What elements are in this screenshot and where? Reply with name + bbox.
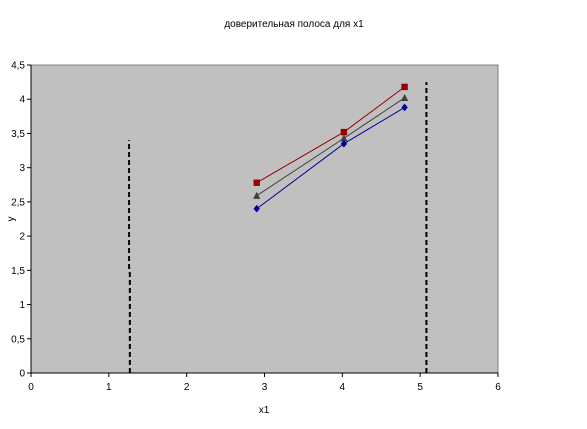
y-axis-title: y (6, 217, 17, 222)
confidence-bound-lines (128, 82, 428, 373)
y-axis-ticks: 0 0,5 1 1,5 2 2,5 3 3,5 4 4,5 (11, 61, 31, 380)
chart-title: доверительная полоса для x1 (224, 19, 364, 30)
y-tick-label: 1 (19, 300, 25, 311)
data-point-square (340, 128, 348, 136)
x-axis-ticks: 0 1 2 3 4 5 6 (28, 373, 501, 393)
plot-area (30, 64, 499, 374)
series-3 (253, 103, 408, 213)
data-point-triangle (401, 93, 409, 102)
data-point-square (253, 179, 260, 186)
y-tick-label: 0,5 (11, 334, 25, 345)
data-point-diamond (340, 139, 348, 148)
x-tick-label: 6 (495, 382, 501, 393)
x-tick-label: 1 (106, 382, 112, 393)
series-1 (253, 83, 408, 186)
data-point-triangle (253, 191, 261, 199)
x-tick-label: 3 (262, 382, 268, 393)
data-point-triangle (340, 134, 348, 142)
x-tick-label: 0 (28, 382, 34, 393)
y-tick-label: 1,5 (11, 266, 25, 277)
y-tick-label: 2 (19, 232, 25, 243)
y-tick-label: 0 (19, 369, 25, 380)
data-point-square (401, 83, 408, 91)
data-point-diamond (253, 204, 260, 213)
y-tick-label: 3,5 (11, 129, 25, 140)
x-axis-title: x1 (259, 405, 270, 416)
x-tick-label: 4 (340, 382, 346, 393)
x-tick-label: 5 (417, 382, 423, 393)
y-tick-label: 3 (19, 163, 25, 174)
data-point-diamond (401, 103, 408, 112)
confidence-bound-line-1 (128, 140, 131, 373)
x-tick-label: 2 (184, 382, 190, 393)
y-tick-label: 4 (19, 95, 25, 106)
series-2 (253, 93, 409, 199)
y-tick-label: 4,5 (11, 61, 25, 72)
series-layer (253, 83, 409, 213)
y-tick-label: 2,5 (11, 197, 25, 208)
